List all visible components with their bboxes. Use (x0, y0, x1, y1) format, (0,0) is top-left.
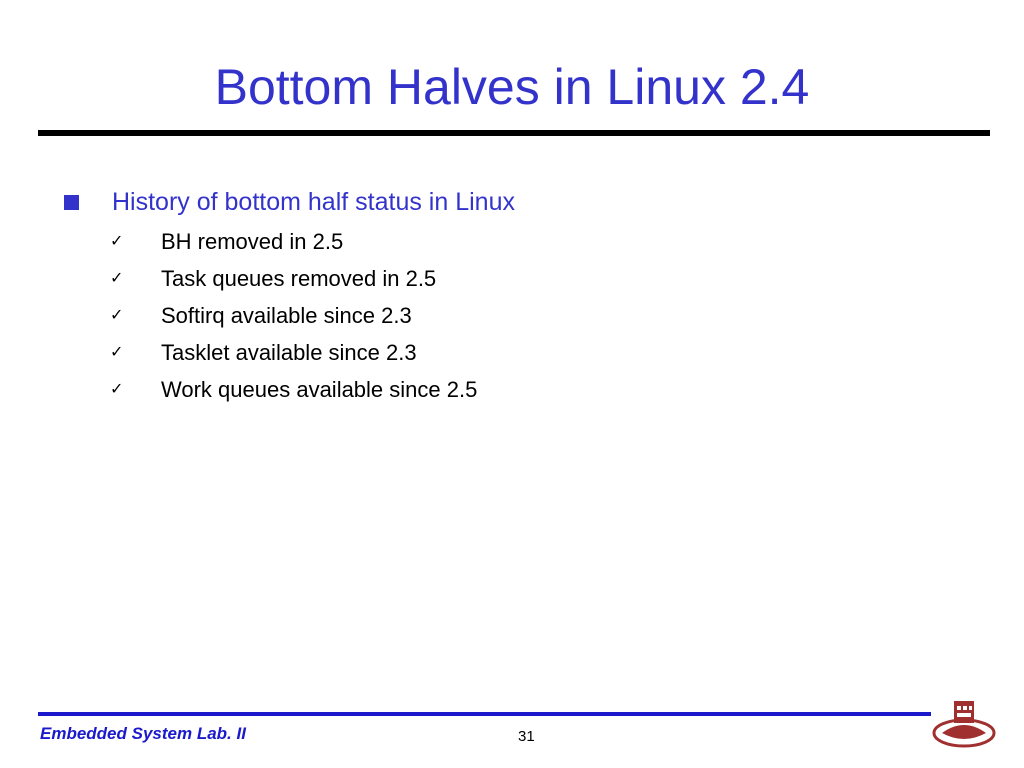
sub-item-text: BH removed in 2.5 (161, 229, 344, 254)
check-icon: ✓ (110, 233, 124, 250)
bullet-text: History of bottom half status in Linux (112, 188, 515, 216)
check-icon: ✓ (110, 270, 124, 287)
sub-item-text: Tasklet available since 2.3 (161, 340, 417, 365)
slide-title: Bottom Halves in Linux 2.4 (214, 59, 810, 115)
check-icon: ✓ (110, 381, 124, 398)
square-bullet-icon (64, 195, 79, 210)
sub-item-text: Work queues available since 2.5 (161, 377, 478, 402)
check-icon: ✓ (110, 307, 124, 324)
sub-item-text: Softirq available since 2.3 (161, 303, 412, 328)
footer-lab: Embedded System Lab. II (40, 724, 246, 743)
check-icon: ✓ (110, 344, 124, 361)
title-divider (38, 130, 990, 136)
sub-item-text: Task queues removed in 2.5 (161, 266, 437, 291)
page-number: 31 (518, 728, 535, 745)
university-logo-icon (932, 701, 996, 748)
footer-divider (38, 712, 931, 716)
